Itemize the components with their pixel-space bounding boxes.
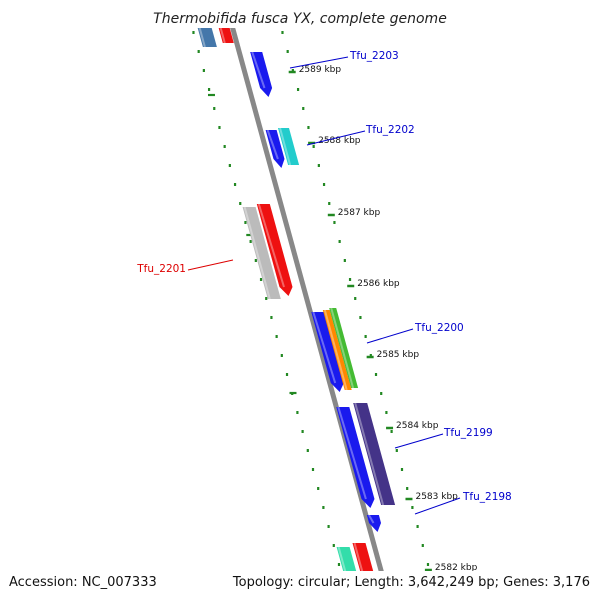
cds-feature: [322, 310, 352, 390]
gene-label[interactable]: Tfu_2199: [443, 427, 493, 439]
cds-highlight: [219, 28, 226, 44]
gene-label[interactable]: Tfu_2201: [136, 263, 186, 275]
scale-tick-label: 2587 kbp: [338, 208, 381, 218]
scale-tick-label: 2586 kbp: [357, 279, 400, 289]
gene-labels: Tfu_2203 Tfu_2202 Tfu_2201 Tfu_2200 Tfu_2199…: [136, 50, 512, 515]
scale-tick-label: 2589 kbp: [299, 65, 342, 75]
scale-tick-label: 2584 kbp: [396, 421, 439, 431]
cds-highlight: [279, 127, 292, 166]
map-viewport: 2589 kbp 2588 kbp 2587 kbp 2586 kbp 2585 kbp…: [192, 28, 478, 573]
cds-feature: [218, 28, 234, 43]
cds-highlight: [243, 206, 271, 300]
gene-leader-line: [187, 259, 234, 271]
cds-highlight: [257, 203, 285, 288]
scale-tick-label: 2585 kbp: [377, 350, 420, 360]
cds-highlight: [198, 28, 206, 48]
cds-feature: [311, 312, 344, 392]
cds-highlight: [354, 402, 385, 506]
cds-feature: [336, 407, 375, 508]
cds-feature: [353, 403, 396, 505]
gene-leader-line: [414, 497, 461, 515]
cds-highlight: [323, 309, 348, 391]
cds-feature: [278, 128, 300, 165]
scale-tick-label: 2582 kbp: [435, 563, 478, 573]
gene-leader-line: [306, 130, 366, 146]
cds-highlight: [312, 311, 337, 384]
cds-feature: [336, 547, 357, 571]
summary-text: Topology: circular; Length: 3,642,249 bp…: [232, 575, 590, 590]
gene-label[interactable]: Tfu_2200: [414, 322, 464, 334]
cds-highlight: [368, 514, 375, 524]
gene-leader-line: [366, 328, 414, 344]
gene-leader-line: [289, 56, 349, 69]
cds-feature: [256, 204, 293, 296]
cds-feature: [250, 52, 273, 97]
spacer-dots: [192, 31, 430, 566]
cds-feature: [197, 28, 217, 47]
cds-highlight: [353, 542, 364, 571]
cds-feature: [265, 130, 285, 168]
cds-highlight: [330, 307, 355, 389]
cds-feature: [242, 207, 281, 299]
gene-label[interactable]: Tfu_2202: [365, 124, 415, 136]
scale-tick-label: 2583 kbp: [415, 492, 458, 502]
gene-label[interactable]: Tfu_2203: [349, 50, 399, 62]
gene-leader-line: [394, 433, 444, 449]
cds-feature: [366, 515, 381, 532]
cds-highlight: [251, 51, 266, 89]
gene-label[interactable]: Tfu_2198: [462, 491, 512, 503]
cds-features: [197, 28, 396, 571]
accession-text: Accession: NC_007333: [9, 575, 157, 590]
cds-feature: [352, 543, 374, 571]
cds-highlight: [266, 129, 279, 160]
scale-tick-label: 2588 kbp: [318, 136, 361, 146]
cds-highlight: [337, 406, 367, 500]
cds-feature: [329, 308, 359, 388]
scale-ticks: 2589 kbp 2588 kbp 2587 kbp 2586 kbp 2585 kbp…: [288, 65, 478, 573]
cds-highlight: [337, 546, 347, 571]
genome-backbone: [230, 28, 384, 571]
map-title: Thermobifida fusca YX, complete genome: [153, 11, 447, 27]
